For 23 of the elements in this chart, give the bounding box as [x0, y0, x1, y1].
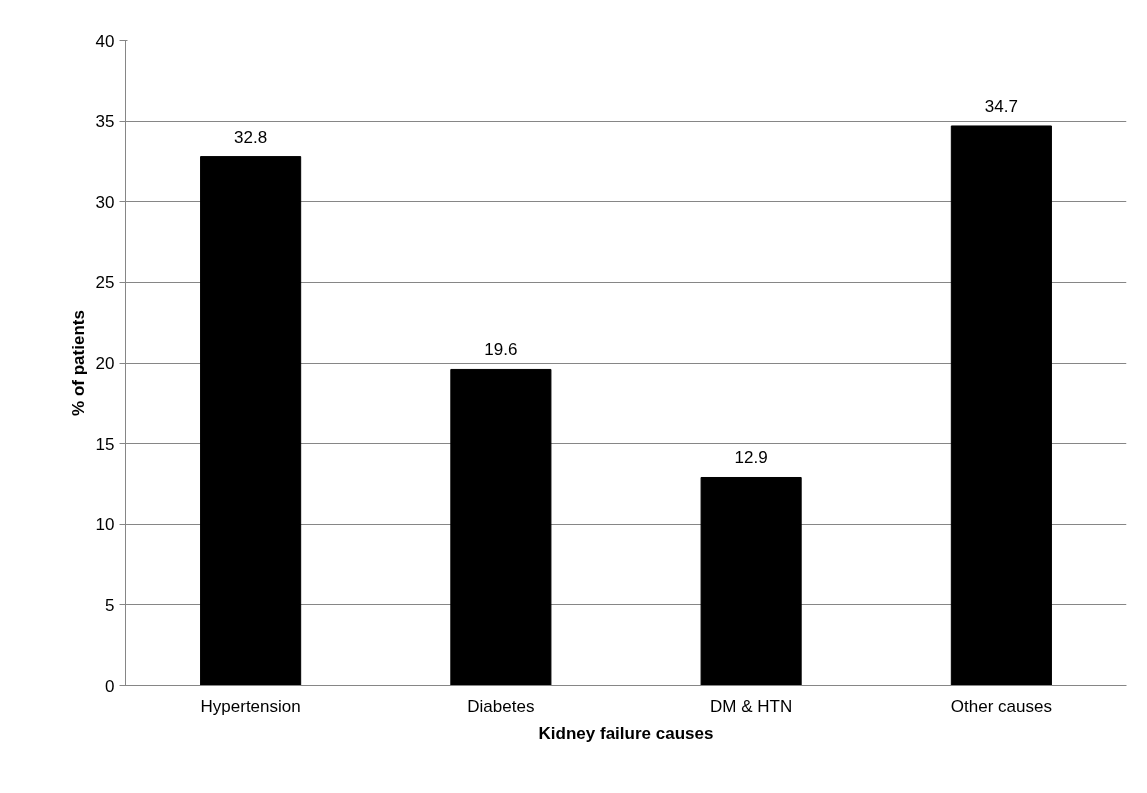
y-tick-label: 0 [105, 676, 115, 696]
y-tick-label: 25 [95, 273, 115, 293]
y-tick-label: 35 [95, 112, 115, 132]
x-axis-title: Kidney failure causes [538, 723, 714, 743]
bar [450, 368, 552, 686]
y-axis-title: % of patients [68, 310, 88, 416]
y-tick-label: 5 [105, 595, 115, 615]
data-label: 34.7 [984, 96, 1018, 116]
bar [950, 125, 1052, 686]
x-tick-label: Hypertension [200, 696, 301, 716]
data-label: 19.6 [484, 340, 518, 360]
bar [700, 476, 802, 686]
y-tick-label: 20 [95, 354, 115, 373]
data-label: 12.9 [734, 448, 768, 468]
y-tick-label: 40 [95, 31, 115, 51]
y-tick-label: 10 [95, 515, 115, 535]
x-tick-label: Diabetes [467, 696, 535, 716]
bar [200, 156, 302, 686]
x-tick-label: DM & HTN [710, 696, 793, 716]
x-tick-label: Other causes [950, 696, 1052, 716]
y-tick-label: 30 [95, 192, 115, 212]
y-tick-label: 15 [95, 434, 115, 454]
data-label: 32.8 [234, 127, 268, 147]
